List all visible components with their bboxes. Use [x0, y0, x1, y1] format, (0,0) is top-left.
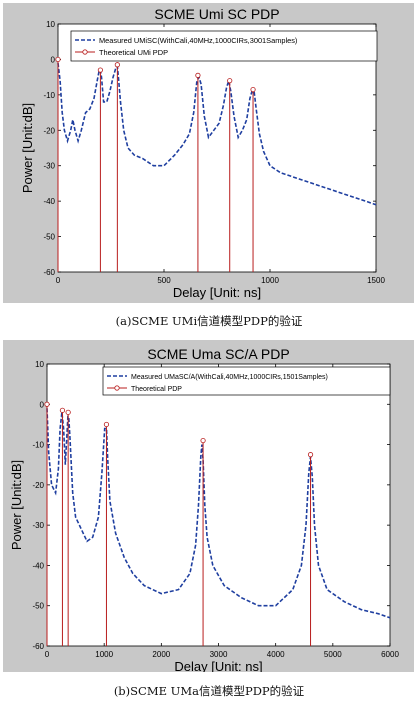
y-tick-label: -20	[32, 481, 44, 490]
chart-title: SCME Umi SC PDP	[154, 6, 279, 22]
legend-label: Theoretical PDP	[131, 386, 182, 393]
theoretical-marker	[307, 452, 314, 458]
y-axis-label: Power [Unit:dB]	[9, 460, 24, 550]
y-tick-label: 0	[51, 55, 56, 64]
y-tick-label: -30	[32, 521, 44, 530]
x-tick-label: 1500	[367, 276, 385, 285]
theoretical-marker	[97, 67, 104, 73]
x-tick-label: 0	[56, 276, 61, 285]
y-tick-label: -50	[43, 233, 55, 242]
x-tick-label: 500	[157, 276, 171, 285]
theoretical-marker	[250, 86, 256, 93]
legend-label: Measured UMaSC/A(WithCali,40MHz,1000CIRs…	[131, 374, 328, 381]
y-axis-label: Power [Unit:dB]	[20, 103, 35, 193]
y-tick-label: -40	[32, 561, 44, 570]
y-tick-label: -20	[43, 126, 55, 135]
x-tick-label: 5000	[324, 650, 342, 659]
theoretical-marker	[103, 421, 110, 428]
x-tick-label: 1000	[261, 276, 279, 285]
legend-label: Measured UMiSC(WithCali,40MHz,1000CIRs,3…	[99, 36, 297, 45]
legend-label: Theoretical UMi PDP	[99, 48, 168, 57]
y-tick-label: 0	[40, 400, 45, 409]
x-tick-label: 0	[45, 650, 50, 659]
theoretical-marker	[65, 409, 71, 415]
chart-title: SCME Uma SC/A PDP	[147, 346, 289, 362]
y-tick-label: 10	[35, 360, 44, 369]
theoretical-marker	[195, 72, 201, 78]
plot-area	[46, 363, 391, 647]
y-tick-label: -30	[43, 162, 55, 171]
theoretical-marker	[44, 401, 50, 407]
theoretical-marker	[59, 407, 66, 413]
x-tick-label: 4000	[267, 650, 285, 659]
chart-panel-uma: SCME Uma SC/A PDP 10 0 -10 -20 -30 -40 -50 -60 0 1…	[3, 340, 414, 672]
caption-uma: (b)SCME UMa信道模型PDP的验证	[113, 684, 305, 698]
theoretical-marker	[55, 56, 61, 63]
legend-marker	[114, 385, 120, 391]
y-tick-label: -10	[43, 91, 55, 100]
plot-area	[57, 23, 377, 273]
theoretical-marker	[114, 62, 120, 68]
chart-panel-umi: SCME Umi SC PDP 10 0 -10 -20 -30 -40 -50 -60 0 500…	[3, 3, 414, 303]
measured-series-line	[46, 408, 391, 619]
x-tick-label: 6000	[381, 650, 399, 659]
x-tick-label: 3000	[210, 650, 228, 659]
caption-umi: (a)SCME UMi信道模型PDP的验证	[115, 314, 303, 328]
legend-marker	[82, 49, 88, 55]
y-tick-label: 10	[46, 20, 55, 29]
theoretical-marker	[200, 437, 206, 444]
x-tick-label: 2000	[152, 650, 170, 659]
legend-box	[70, 30, 378, 62]
y-tick-label: -40	[43, 197, 55, 206]
x-axis-label: Delay [Unit: ns]	[173, 285, 261, 300]
measured-series-line	[57, 62, 377, 206]
y-tick-label: -60	[32, 642, 44, 651]
theoretical-marker	[227, 78, 233, 84]
y-tick-label: -10	[32, 441, 44, 450]
y-tick-label: -50	[32, 602, 44, 611]
y-tick-label: -60	[43, 268, 55, 277]
x-axis-label: Delay [Unit: ns]	[174, 659, 262, 672]
x-tick-label: 1000	[95, 650, 113, 659]
legend-box	[102, 366, 391, 396]
